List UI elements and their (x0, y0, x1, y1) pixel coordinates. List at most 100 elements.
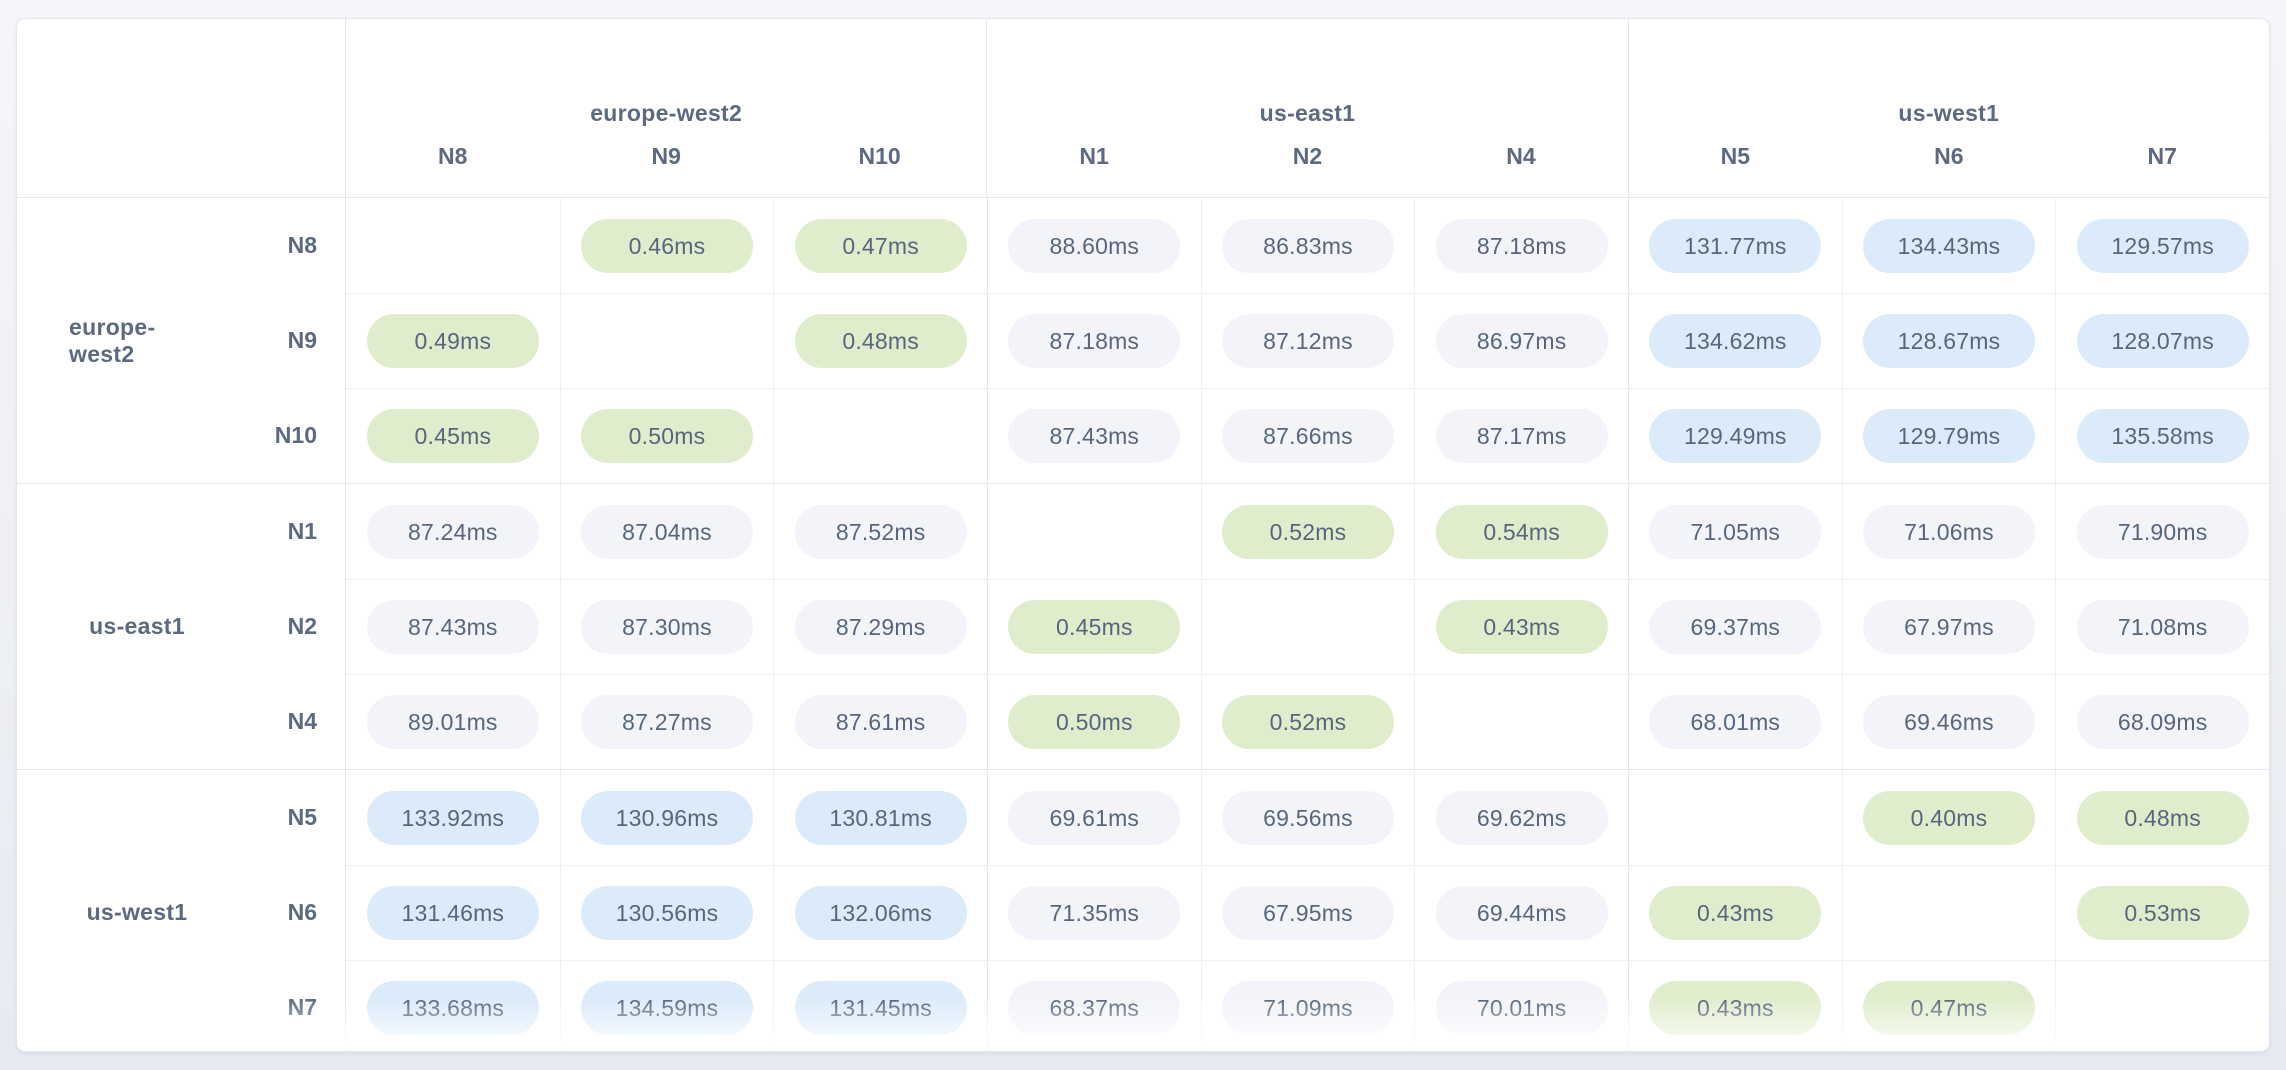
latency-pill: 0.45ms (366, 409, 539, 463)
latency-cell-N7-N1: 68.37ms (987, 960, 1201, 1051)
latency-cell-N6-N9: 130.56ms (559, 865, 774, 960)
col-node-row: N5 N6 N7 (1629, 129, 2269, 197)
latency-cell-N2-N8: 87.43ms (346, 579, 560, 674)
col-header-node-N10: N10 (858, 143, 901, 169)
row-header-node-N7: N7 (287, 994, 317, 1020)
latency-pill: 87.52ms (794, 504, 967, 559)
latency-cell-N8-N6: 134.43ms (1841, 198, 2056, 293)
latency-pill: 69.37ms (1649, 600, 1822, 654)
latency-pill: 70.01ms (1435, 981, 1608, 1035)
latency-cell-N5-N2: 69.56ms (1200, 770, 1415, 865)
row-group-label: us-east1 (89, 613, 185, 639)
diagonal-empty-cell (346, 198, 560, 293)
row-node-labels: N1 N2 N4 (205, 484, 345, 769)
col-node-row: N1 N2 N4 (987, 129, 1627, 197)
row-node-labels: N8 N9 N10 (205, 198, 345, 483)
latency-pill: 0.40ms (1862, 790, 2035, 845)
latency-cell-N8-N7: 129.57ms (2055, 198, 2269, 293)
latency-pill: 89.01ms (366, 695, 539, 749)
latency-pill: 87.30ms (580, 600, 753, 654)
latency-pill: 0.43ms (1649, 981, 1822, 1035)
latency-pill: 71.05ms (1649, 504, 1822, 559)
col-group-label: us-west1 (1898, 100, 2000, 126)
latency-cell-N10-N6: 129.79ms (1841, 388, 2056, 483)
latency-pill: 88.60ms (1008, 218, 1181, 273)
latency-cell-N4-N6: 69.46ms (1841, 674, 2056, 769)
row-group-header: us-east1 N1 N2 N4 (17, 484, 345, 769)
latency-data-grid: 87.24ms 87.04ms 87.52ms 0.52ms 0.54ms 71.05ms… (345, 484, 2269, 769)
col-header-node-N9: N9 (651, 143, 681, 169)
diagonal-empty-cell (773, 388, 987, 483)
latency-cell-N9-N2: 87.12ms (1200, 293, 1415, 388)
latency-pill: 87.66ms (1221, 409, 1394, 463)
latency-cell-N1-N5: 71.05ms (1628, 484, 1842, 579)
latency-pill: 0.52ms (1221, 504, 1394, 559)
row-group-us-east1: us-east1 N1 N2 N4 87.24ms 87.04ms 87.52ms 0.52m… (17, 483, 2269, 769)
latency-pill: 68.09ms (2076, 695, 2249, 749)
latency-cell-N2-N4: 0.43ms (1414, 579, 1628, 674)
latency-cell-N1-N4: 0.54ms (1414, 484, 1628, 579)
latency-cell-N4-N9: 87.27ms (559, 674, 774, 769)
latency-cell-N5-N4: 69.62ms (1414, 770, 1628, 865)
latency-cell-N4-N1: 0.50ms (987, 674, 1201, 769)
latency-pill: 71.06ms (1862, 504, 2035, 559)
row-group-us-west1: us-west1 N5 N6 N7 133.92ms 130.96ms 130.81ms 69… (17, 769, 2269, 1051)
col-header-node-N6: N6 (1934, 143, 1964, 169)
latency-cell-N7-N5: 0.43ms (1628, 960, 1842, 1051)
latency-cell-N9-N1: 87.18ms (987, 293, 1201, 388)
latency-cell-N4-N2: 0.52ms (1200, 674, 1415, 769)
row-header-node-N8: N8 (287, 232, 317, 258)
latency-data-grid: 133.92ms 130.96ms 130.81ms 69.61ms 69.56ms 69… (345, 770, 2269, 1051)
latency-cell-N8-N1: 88.60ms (987, 198, 1201, 293)
latency-cell-N4-N10: 87.61ms (773, 674, 987, 769)
col-node-row: N8 N9 N10 (346, 129, 986, 197)
latency-pill: 0.48ms (794, 314, 967, 368)
latency-pill: 86.97ms (1435, 314, 1608, 368)
latency-cell-N10-N7: 135.58ms (2055, 388, 2269, 483)
latency-cell-N1-N8: 87.24ms (346, 484, 560, 579)
latency-cell-N7-N2: 71.09ms (1200, 960, 1415, 1051)
latency-cell-N6-N10: 132.06ms (773, 865, 987, 960)
latency-pill: 131.45ms (794, 981, 967, 1035)
col-group-us-west1: us-west1 N5 N6 N7 (1627, 19, 2269, 197)
latency-pill: 0.50ms (580, 409, 753, 463)
latency-cell-N2-N10: 87.29ms (773, 579, 987, 674)
latency-pill: 134.59ms (580, 981, 753, 1035)
latency-pill: 131.77ms (1649, 218, 1822, 273)
latency-cell-N9-N10: 0.48ms (773, 293, 987, 388)
row-group-header: us-west1 N5 N6 N7 (17, 770, 345, 1051)
latency-pill: 0.47ms (794, 218, 967, 273)
latency-pill: 131.46ms (366, 886, 539, 940)
latency-pill: 87.43ms (1008, 409, 1181, 463)
latency-pill: 129.57ms (2076, 218, 2249, 273)
latency-pill: 134.62ms (1649, 314, 1822, 368)
latency-pill: 0.50ms (1008, 695, 1181, 749)
latency-cell-N1-N7: 71.90ms (2055, 484, 2269, 579)
col-header-node-N1: N1 (1079, 143, 1109, 169)
col-group-label: europe-west2 (590, 100, 743, 126)
col-group-europe-west2: europe-west2 N8 N9 N10 (345, 19, 986, 197)
latency-pill: 69.46ms (1862, 695, 2035, 749)
latency-cell-N10-N1: 87.43ms (987, 388, 1201, 483)
latency-pill: 87.12ms (1221, 314, 1394, 368)
latency-cell-N2-N9: 87.30ms (559, 579, 774, 674)
diagonal-empty-cell (1628, 770, 1842, 865)
latency-pill: 69.56ms (1221, 790, 1394, 845)
latency-pill: 0.43ms (1649, 886, 1822, 940)
latency-pill: 130.96ms (580, 790, 753, 845)
latency-pill: 0.54ms (1435, 504, 1608, 559)
col-header-node-N7: N7 (2147, 143, 2177, 169)
diagonal-empty-cell (2055, 960, 2269, 1051)
latency-pill: 71.35ms (1008, 886, 1181, 940)
latency-pill: 87.04ms (580, 504, 753, 559)
col-group-label: us-east1 (1259, 100, 1356, 126)
latency-cell-N4-N8: 89.01ms (346, 674, 560, 769)
latency-pill: 0.46ms (580, 218, 753, 273)
latency-pill: 87.24ms (366, 504, 539, 559)
latency-pill: 87.43ms (366, 600, 539, 654)
latency-cell-N6-N1: 71.35ms (987, 865, 1201, 960)
row-group-label: us-west1 (86, 899, 188, 925)
latency-pill: 130.81ms (794, 790, 967, 845)
latency-cell-N7-N10: 131.45ms (773, 960, 987, 1051)
latency-cell-N8-N10: 0.47ms (773, 198, 987, 293)
